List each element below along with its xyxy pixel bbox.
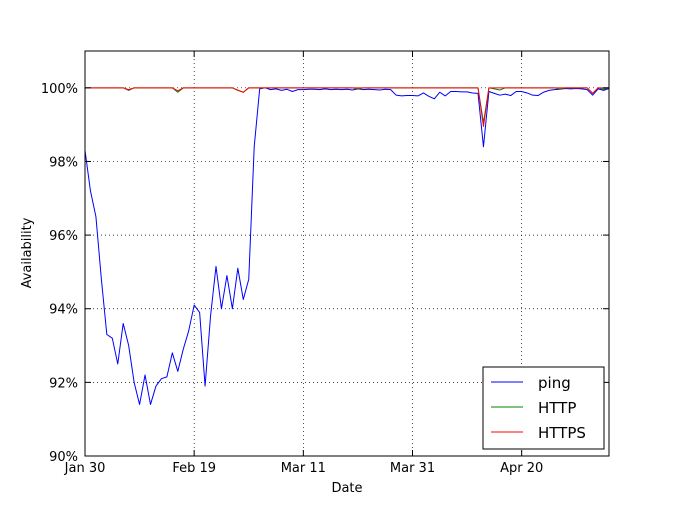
series-line-https [85,87,609,127]
x-tick-label: Mar 11 [281,461,326,476]
y-tick-label: 96% [49,229,78,244]
y-tick-label: 100% [41,82,78,97]
legend-box [482,366,605,450]
y-tick-label: 98% [49,155,78,170]
x-tick-label: Apr 20 [500,461,543,476]
axis-ticks: 90% 92% 94% 96% 98% 100% Jan 30 Feb 19 Mar 11 Mar… [41,51,609,476]
legend-label-https: HTTPS [538,424,586,442]
series-lines [84,87,610,405]
x-tick-label: Jan 30 [64,461,106,476]
legend-label-ping: ping [538,374,571,392]
legend: ping HTTP HTTPS [482,366,605,450]
x-tick-label: Feb 19 [172,461,216,476]
plot-frame [84,50,610,457]
y-tick-label: 94% [49,303,78,318]
y-tick-label: 92% [49,376,78,391]
x-axis-label: Date [331,481,362,496]
y-axis-label: Availability [20,217,35,288]
legend-label-http: HTTP [538,399,576,417]
y-tick-label: 90% [49,450,78,465]
series-line-ping [84,87,610,405]
x-tick-label: Mar 31 [390,461,435,476]
